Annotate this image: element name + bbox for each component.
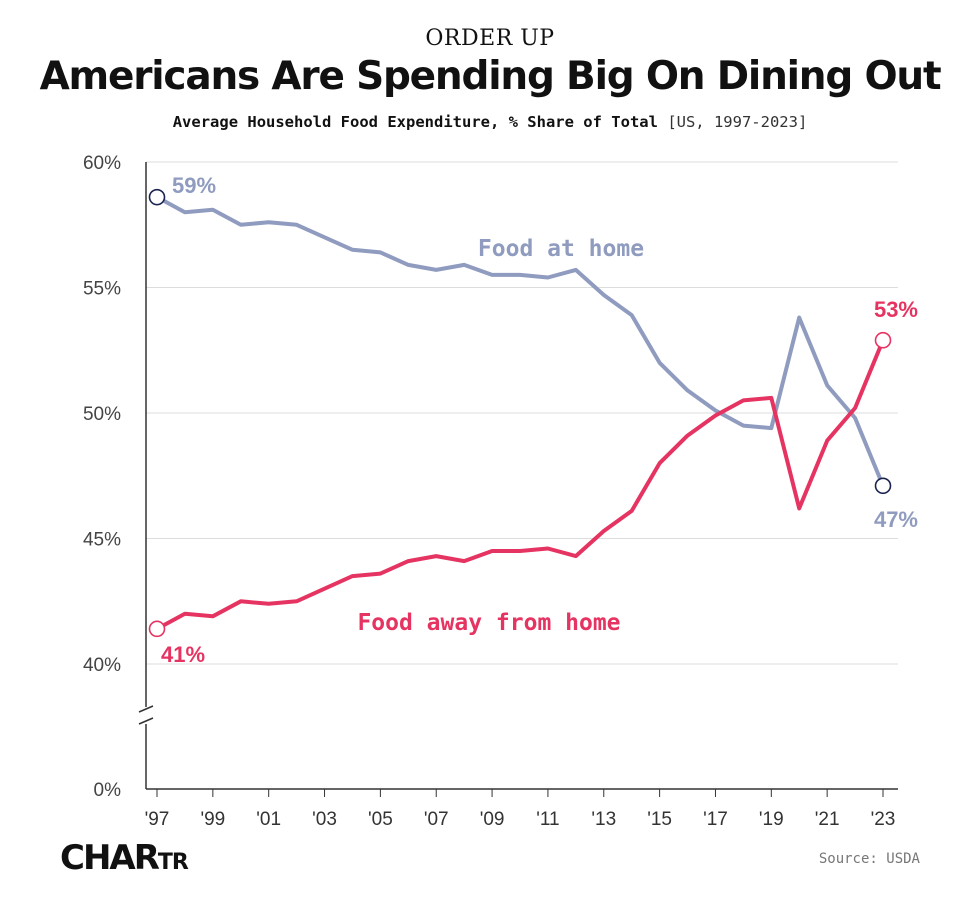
chart-kicker: ORDER UP bbox=[425, 26, 555, 51]
logo-main: CHAR bbox=[60, 838, 160, 878]
x-tick-label: '03 bbox=[312, 809, 337, 830]
x-tick-label: '13 bbox=[591, 809, 616, 830]
series-label-food-at-home: Food at home bbox=[478, 236, 644, 262]
x-tick-label: '21 bbox=[815, 809, 840, 830]
y-tick-label: 55% bbox=[83, 279, 121, 300]
series-label-food-away-from-home: Food away from home bbox=[357, 610, 620, 636]
axis-break-mark bbox=[138, 705, 154, 713]
y-tick-label: 50% bbox=[83, 404, 121, 425]
y-tick-label: 60% bbox=[83, 153, 121, 174]
x-tick-label: '11 bbox=[536, 809, 559, 830]
y-tick-label: 45% bbox=[83, 530, 121, 551]
home-end-marker bbox=[874, 477, 892, 495]
x-tick-label: '17 bbox=[703, 809, 728, 830]
home-start-marker bbox=[148, 188, 166, 206]
x-tick-label: '07 bbox=[424, 809, 449, 830]
subtitle-scope: [US, 1997-2023] bbox=[667, 113, 808, 131]
x-tick-label: '99 bbox=[200, 809, 225, 830]
away-end-marker bbox=[874, 331, 892, 349]
chart-subtitle: Average Household Food Expenditure, % Sh… bbox=[0, 113, 980, 131]
away-start-marker bbox=[148, 620, 166, 638]
chart-title: Americans Are Spending Big On Dining Out bbox=[39, 54, 942, 99]
x-tick-label: '97 bbox=[145, 809, 170, 830]
axis-break-mark bbox=[138, 717, 154, 725]
label-home-end: 47% bbox=[874, 507, 918, 532]
x-tick-label: '01 bbox=[256, 809, 281, 830]
x-tick-label: '09 bbox=[480, 809, 505, 830]
source-note: Source: USDA bbox=[818, 851, 920, 867]
x-tick-label: '15 bbox=[647, 809, 672, 830]
subtitle-text: Average Household Food Expenditure, % Sh… bbox=[172, 113, 658, 131]
x-tick-label: '23 bbox=[871, 809, 896, 830]
series-food-at-home-line bbox=[155, 195, 885, 488]
x-tick-label: '19 bbox=[759, 809, 784, 830]
label-away-end: 53% bbox=[874, 297, 918, 322]
y-tick-label: 0% bbox=[94, 780, 122, 801]
chartr-logo: CHARTR bbox=[60, 838, 189, 878]
y-tick-label: 40% bbox=[83, 655, 121, 676]
label-home-start: 59% bbox=[172, 173, 216, 198]
logo-small: TR bbox=[157, 850, 189, 875]
series-food-away-from-home-line bbox=[155, 338, 885, 631]
x-tick-label: '05 bbox=[368, 809, 393, 830]
label-away-start: 41% bbox=[161, 642, 205, 667]
